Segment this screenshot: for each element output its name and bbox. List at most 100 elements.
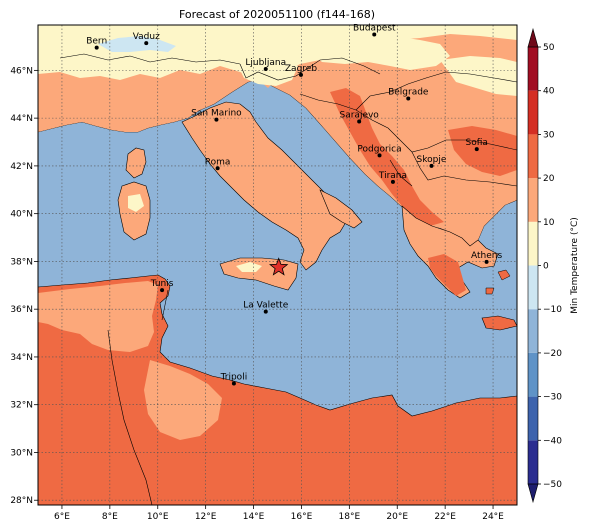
greece-mainland xyxy=(401,205,499,299)
city-label: Vaduz xyxy=(133,32,160,42)
city-label: Skopje xyxy=(417,155,447,165)
lon-tick-label: 22°E xyxy=(434,512,456,522)
colorbar-band xyxy=(528,352,538,397)
colorbar: −50 −40 −30 −20 −10 0 10 20 30 40 50 Min Temperatur… xyxy=(527,27,580,504)
colorbar-band xyxy=(528,90,538,135)
city-dot xyxy=(298,72,303,77)
crete-island xyxy=(481,315,517,331)
lat-tick-label: 36°N xyxy=(10,305,33,315)
colorbar-band xyxy=(528,178,538,222)
city-dot xyxy=(429,163,434,168)
city-label: Zagreb xyxy=(285,64,317,74)
city-label: Tripoli xyxy=(220,372,248,382)
map-frame xyxy=(37,24,518,506)
city-dot xyxy=(144,41,149,46)
lon-tick-label: 14°E xyxy=(243,512,265,522)
italy-heel xyxy=(319,189,363,229)
colorbar-band xyxy=(528,47,538,91)
city-label: Podgorica xyxy=(357,144,401,154)
lat-tick-label: 40°N xyxy=(10,210,33,220)
colorbar-band xyxy=(528,440,538,484)
lon-tick-label: 8°E xyxy=(102,512,118,522)
colorbar-tick-label: −40 xyxy=(543,436,562,446)
city-dot xyxy=(214,117,219,122)
colorbar-tick-label: −20 xyxy=(543,349,562,359)
location-star-marker xyxy=(269,257,289,276)
colorbar-tick-label: 10 xyxy=(543,218,555,228)
colorbar-band xyxy=(528,309,538,353)
lon-tick-label: 6°E xyxy=(54,512,70,522)
lat-tick-label: 42°N xyxy=(10,162,33,172)
colorbar-tick-label: 30 xyxy=(543,130,555,140)
city-label: La Valette xyxy=(243,301,288,311)
lat-tick-label: 30°N xyxy=(10,448,33,458)
city-dot xyxy=(357,119,362,124)
colorbar-tick-label: 40 xyxy=(543,87,555,97)
city-dot xyxy=(215,166,220,171)
city-dot xyxy=(94,45,99,50)
city-label: Budapest xyxy=(353,24,396,34)
sardinia-light-patch xyxy=(128,194,144,212)
italy-peninsula xyxy=(181,101,347,271)
lon-tick-label: 24°E xyxy=(482,512,504,522)
lon-tick-label: 10°E xyxy=(147,512,169,522)
map-panel xyxy=(38,25,517,505)
city-dot xyxy=(263,309,268,314)
city-label: Sarajevo xyxy=(340,110,380,120)
colorbar-extend-min xyxy=(527,483,539,504)
city-dot xyxy=(484,259,489,264)
figure-title: Forecast of 2020051100 (f144-168) xyxy=(179,8,375,21)
colorbar-tick-label: 20 xyxy=(543,174,555,184)
city-dot xyxy=(160,288,165,293)
lat-tick-label: 38°N xyxy=(10,257,33,267)
colorbar-tick-label: −10 xyxy=(543,305,562,315)
lat-tick-label: 28°N xyxy=(10,496,33,506)
longitude-axis: 6°E 8°E 10°E 12°E 14°E 16°E 18°E 20°E 22°E 24°E xyxy=(54,505,504,522)
africa-coastal-band xyxy=(38,281,158,352)
alps-cold-patch xyxy=(98,36,176,52)
slovenia-light-patch xyxy=(238,60,298,86)
country-borders xyxy=(59,53,517,505)
city-label: Tirana xyxy=(378,171,407,181)
colorbar-band xyxy=(528,265,538,310)
city-dot xyxy=(263,66,268,71)
city-label: Bern xyxy=(86,37,107,47)
location-marker-group xyxy=(269,257,289,276)
colorbar-label: Min Temperature (°C) xyxy=(570,217,580,314)
colorbar-tick-label: 0 xyxy=(543,262,549,272)
city-label: Ljubljana xyxy=(245,58,286,68)
graticule xyxy=(38,25,517,505)
colorbar-tick-label: −30 xyxy=(543,393,562,403)
peloponnese-warm xyxy=(428,254,466,296)
lon-tick-label: 12°E xyxy=(195,512,217,522)
lat-tick-label: 34°N xyxy=(10,353,33,363)
city-dot xyxy=(372,32,377,37)
africa-landmass xyxy=(38,274,517,505)
city-dot xyxy=(231,381,236,386)
lon-tick-label: 20°E xyxy=(386,512,408,522)
aegean-islands xyxy=(485,269,511,295)
city-dot xyxy=(390,179,395,184)
city-label: San Marino xyxy=(191,109,242,119)
city-label: Belgrade xyxy=(388,88,429,98)
city-label: Tunis xyxy=(150,279,174,289)
lon-tick-label: 18°E xyxy=(339,512,361,522)
colorbar-tick-label: −50 xyxy=(543,480,562,490)
city-label: Roma xyxy=(205,157,231,167)
lon-tick-label: 16°E xyxy=(291,512,313,522)
lat-tick-label: 32°N xyxy=(10,401,33,411)
corsica-island xyxy=(125,147,147,179)
city-dot xyxy=(377,153,382,158)
libya-inland-band xyxy=(144,360,222,440)
colorbar-band xyxy=(528,221,538,266)
city-label: Sofia xyxy=(466,138,488,148)
sicily-light-patch xyxy=(236,262,262,272)
hungary-light-patch xyxy=(305,36,450,70)
colorbar-band xyxy=(528,134,538,179)
colorbar-tick-label: 50 xyxy=(543,43,555,53)
lat-tick-label: 46°N xyxy=(10,66,33,76)
colorbar-band xyxy=(528,396,538,441)
latitude-axis: 28°N 30°N 32°N 34°N 36°N 38°N 40°N 42°N 44°N 46°N xyxy=(10,66,38,506)
